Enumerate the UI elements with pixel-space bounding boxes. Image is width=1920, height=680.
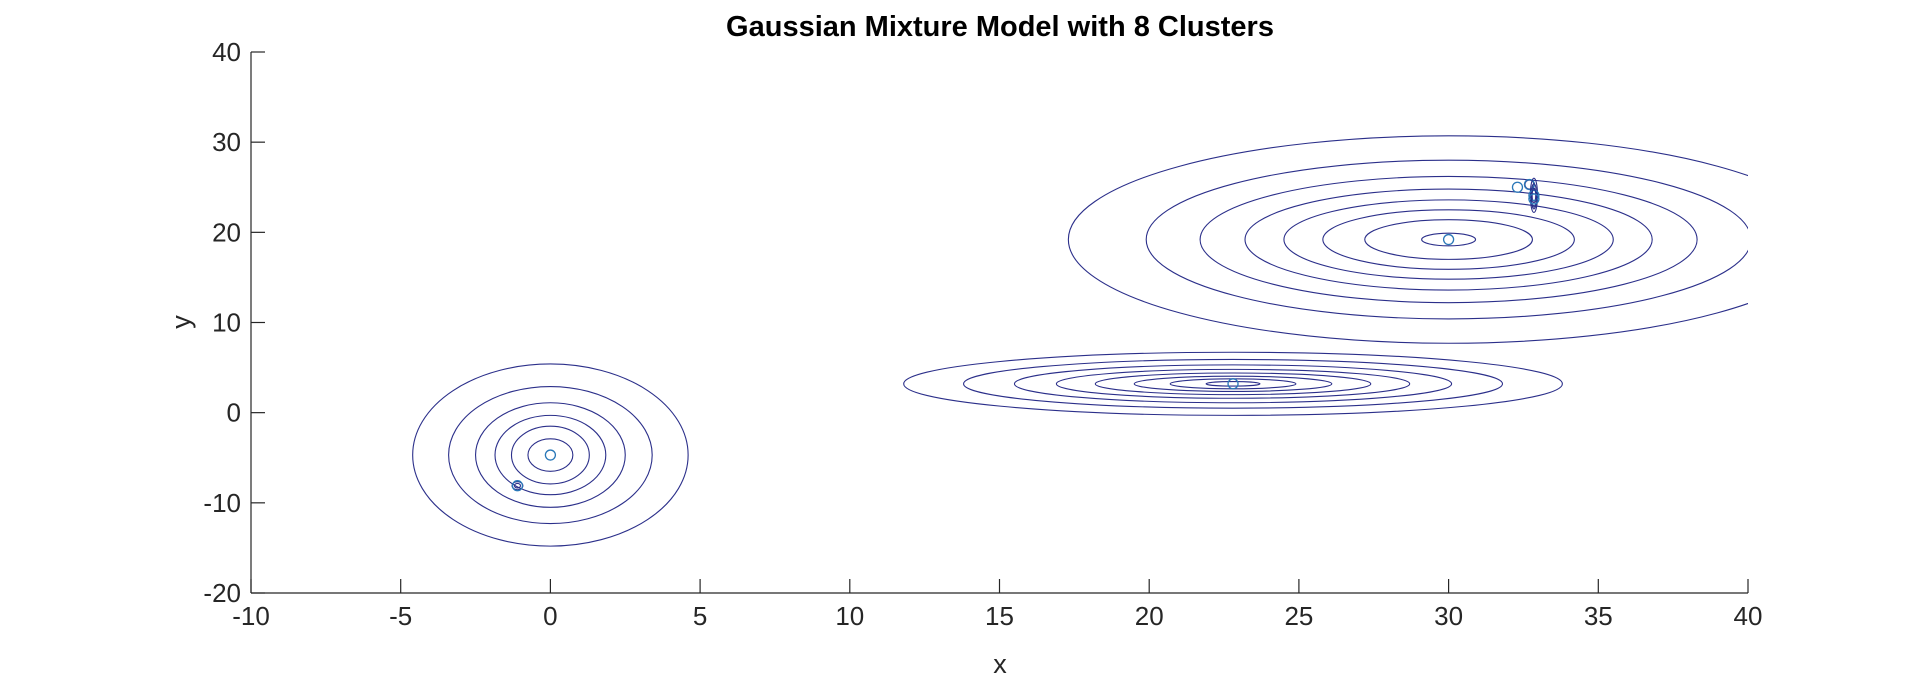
- x-ticks: -10 -5 0 5 10 15 20 25 30 35 40: [232, 579, 1762, 631]
- contour-line: [1205, 381, 1261, 387]
- cluster-center-marker: [1227, 378, 1239, 390]
- cluster-center-marker: [511, 480, 524, 492]
- x-tick-label: 30: [1434, 601, 1463, 631]
- cluster-2: [511, 480, 524, 492]
- contour-line: [448, 385, 653, 525]
- cluster-5: [1511, 181, 1524, 193]
- y-tick-label: 20: [212, 217, 241, 247]
- cluster-center-marker: [544, 449, 557, 461]
- contour-line: [1055, 368, 1411, 399]
- contour-line: [1133, 375, 1333, 393]
- contour-line: [1094, 372, 1372, 396]
- contour-line: [1067, 135, 1748, 344]
- contour-line: [1364, 219, 1533, 260]
- y-tick-label: -20: [203, 578, 241, 608]
- y-ticks: -20 -10 0 10 20 30 40: [203, 37, 265, 608]
- cluster-contours: [412, 135, 1748, 547]
- contour-line: [513, 482, 522, 489]
- axes: [250, 52, 1748, 594]
- contour-line: [1169, 378, 1297, 390]
- cluster-4: [1067, 135, 1748, 344]
- x-tick-label: 0: [543, 601, 557, 631]
- y-tick-label: 30: [212, 127, 241, 157]
- y-tick-label: 40: [212, 37, 241, 67]
- cluster-center-marker: [1442, 233, 1455, 246]
- y-tick-label: 0: [227, 398, 241, 428]
- contour-line: [1145, 159, 1748, 320]
- cluster-8: [1528, 188, 1540, 210]
- contour-line: [510, 425, 590, 485]
- contour-line: [1013, 364, 1453, 404]
- contour-line: [527, 438, 574, 472]
- x-tick-label: 25: [1284, 601, 1313, 631]
- contour-line: [1421, 232, 1477, 247]
- x-tick-label: 15: [985, 601, 1014, 631]
- contour-line: [963, 358, 1504, 409]
- cluster-1: [412, 363, 689, 547]
- x-tick-label: 20: [1135, 601, 1164, 631]
- contour-line: [475, 402, 626, 508]
- y-axis-label: y: [166, 315, 196, 329]
- x-tick-label: 35: [1584, 601, 1613, 631]
- contour-line: [1283, 199, 1614, 280]
- x-tick-label: 10: [835, 601, 864, 631]
- x-tick-label: -10: [232, 601, 270, 631]
- x-tick-label: 5: [693, 601, 707, 631]
- contour-line: [903, 351, 1563, 416]
- x-tick-label: -5: [389, 601, 412, 631]
- cluster-center-marker: [1528, 189, 1540, 202]
- contour-line: [1244, 188, 1653, 291]
- contour-line: [1322, 209, 1575, 270]
- x-axis-label: x: [993, 649, 1007, 679]
- cluster-center-marker: [1528, 193, 1540, 205]
- y-tick-label: -10: [203, 488, 241, 518]
- contour-line: [1199, 175, 1698, 304]
- contour-line: [412, 363, 689, 547]
- cluster-center-marker: [1511, 181, 1524, 193]
- contour-line: [494, 414, 607, 496]
- chart-title: Gaussian Mixture Model with 8 Clusters: [726, 11, 1274, 43]
- contour-line: [1530, 188, 1537, 210]
- x-tick-label: 40: [1734, 601, 1763, 631]
- cluster-3: [903, 351, 1563, 416]
- y-tick-label: 10: [212, 308, 241, 338]
